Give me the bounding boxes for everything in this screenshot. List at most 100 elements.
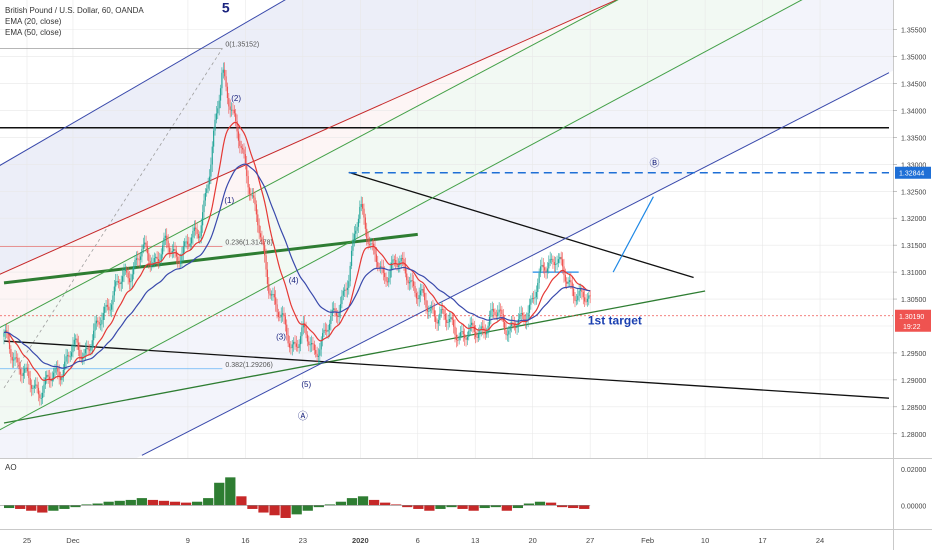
price-tick-label: 1.29000 — [901, 378, 926, 385]
arrow-blue[interactable] — [612, 196, 654, 273]
ao-bar — [59, 505, 70, 509]
candle-body — [368, 244, 371, 245]
candle-body — [513, 323, 515, 327]
candle-body — [186, 241, 189, 245]
target-price-badge[interactable] — [895, 166, 931, 179]
candle-body — [404, 265, 406, 274]
candle-body — [43, 384, 45, 393]
long-support-black[interactable] — [3, 340, 890, 399]
time-axis[interactable]: 25 Dec 9 16 23 2020 6 13 20 27 Feb 10 17 24 — [23, 536, 824, 545]
candle-body — [403, 259, 405, 266]
candle-body — [246, 163, 248, 177]
symbol-title[interactable]: British Pound / U.S. Dollar, 60, OANDA — [5, 6, 144, 15]
candle-body — [66, 355, 69, 357]
candle-body — [214, 119, 216, 131]
candle-body — [106, 304, 109, 307]
candle-body — [294, 341, 296, 344]
channel-band — [0, 0, 893, 458]
candle-body — [279, 316, 281, 318]
candle-body — [297, 346, 299, 348]
candle-body — [574, 296, 576, 301]
candle-body — [560, 256, 562, 260]
current-price-badge[interactable] — [895, 309, 931, 332]
candle-body — [575, 300, 577, 302]
candle-body — [328, 323, 331, 330]
candle-body — [533, 297, 535, 299]
candle-body — [326, 330, 328, 332]
candle-body — [392, 259, 394, 263]
candle-body — [232, 109, 234, 111]
candle-body — [388, 277, 390, 283]
candle-body — [101, 319, 103, 325]
candle-body — [104, 306, 106, 313]
ema50-line — [3, 163, 591, 369]
candle-body — [76, 338, 78, 343]
drawing-lines[interactable] — [0, 0, 893, 456]
candle-body — [168, 247, 171, 253]
candle-body — [337, 315, 339, 318]
candle-body — [335, 311, 337, 316]
candle-body — [50, 379, 52, 382]
candle-body — [356, 226, 358, 231]
channel-green-2[interactable] — [0, 0, 809, 434]
candle-body — [582, 291, 584, 298]
fib-retracement[interactable]: 0(1.35152) 0.236(1.31478) 0.382(1.29206) — [0, 41, 273, 389]
ema20-legend[interactable]: EMA (20, close) — [5, 17, 62, 26]
channel-blue-upper[interactable] — [0, 0, 291, 170]
candle-body — [239, 140, 241, 147]
candle-body — [265, 255, 267, 270]
candle-body — [173, 249, 175, 251]
candle-body — [305, 327, 307, 335]
candle-body — [193, 227, 195, 231]
candle-body — [15, 357, 18, 359]
ema-lines — [3, 121, 591, 382]
price-tick-label: 1.35500 — [901, 28, 926, 35]
candle-body — [373, 243, 375, 248]
candle-body — [288, 343, 291, 348]
candle-body — [561, 259, 564, 267]
wave-label: Ⓐ — [298, 411, 308, 423]
triangle-bottom[interactable] — [3, 290, 706, 424]
channel-blue-lower[interactable] — [141, 72, 890, 456]
candle-body — [504, 322, 506, 331]
candle-body — [538, 273, 540, 283]
candle-body — [157, 259, 160, 262]
candle-body — [453, 319, 455, 327]
fib-diagonal[interactable] — [3, 48, 223, 389]
ao-bar — [125, 499, 136, 506]
time-tick-label: 17 — [758, 536, 766, 545]
ao-bar — [180, 502, 192, 506]
candle-body — [384, 272, 386, 278]
candle-body — [426, 307, 429, 312]
candle-body — [164, 235, 166, 238]
candle-body — [299, 336, 302, 345]
candle-body — [498, 309, 500, 313]
candle-body — [57, 367, 59, 372]
candle-body — [390, 262, 393, 271]
candle-body — [581, 289, 583, 292]
ema50-legend[interactable]: EMA (50, close) — [5, 28, 62, 37]
candle-body — [333, 308, 335, 310]
candle-body — [137, 258, 139, 260]
candle-body — [414, 286, 416, 294]
candle-body — [494, 311, 496, 316]
candle-body — [79, 349, 81, 357]
candle-body — [119, 282, 121, 285]
price-axis[interactable]: 1.28000 1.28500 1.29000 1.29500 1.30500 1.310… — [893, 28, 931, 439]
candle-body — [495, 315, 497, 317]
candle-body — [339, 304, 342, 313]
candle-body — [230, 109, 233, 111]
candle-body — [516, 325, 518, 328]
candle-body — [501, 309, 503, 315]
candle-body — [342, 290, 344, 296]
candle-body — [233, 109, 235, 114]
candle-body — [466, 337, 469, 340]
channel-red-1[interactable] — [0, 0, 625, 277]
triangle-top[interactable] — [348, 171, 694, 279]
channel-green-1[interactable] — [0, 0, 625, 331]
candle-body — [505, 330, 507, 336]
candle-body — [541, 264, 543, 267]
candle-body — [276, 304, 278, 313]
